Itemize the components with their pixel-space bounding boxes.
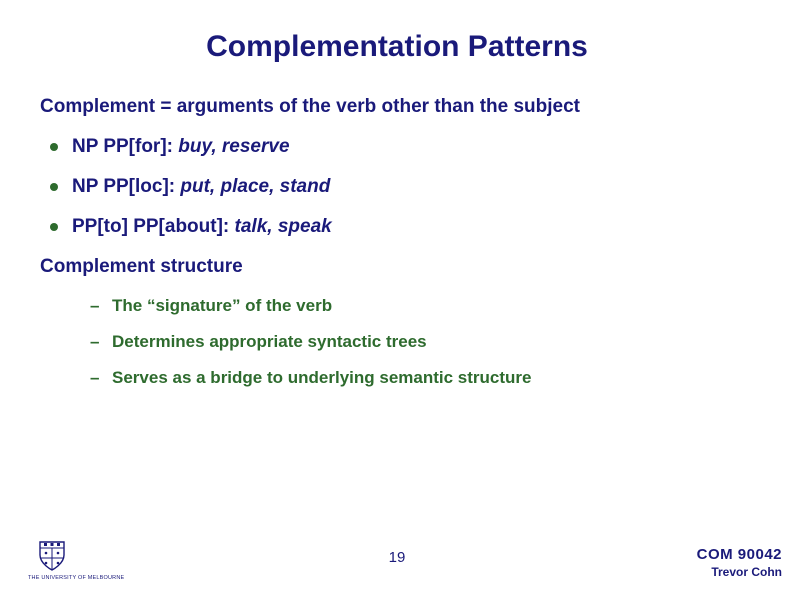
complement-structure-heading: Complement structure — [40, 256, 754, 278]
pattern-verbs: put, place, stand — [180, 176, 330, 197]
list-item: The “signature” of the verb — [88, 296, 754, 316]
university-logo: THE UNIVERSITY OF MELBOURNE — [28, 538, 76, 581]
pattern-prefix: NP PP[loc]: — [72, 176, 180, 197]
slide: Complementation Patterns Complement = ar… — [0, 0, 794, 595]
slide-footer: THE UNIVERSITY OF MELBOURNE 19 COM 90042… — [0, 531, 794, 581]
author-name: Trevor Cohn — [697, 565, 782, 579]
list-item: NP PP[loc]: put, place, stand — [46, 176, 754, 198]
pattern-prefix: PP[to] PP[about]: — [72, 216, 235, 237]
logo-caption: THE UNIVERSITY OF MELBOURNE — [28, 575, 76, 581]
list-item: Serves as a bridge to underlying semanti… — [88, 368, 754, 388]
footer-right: COM 90042 Trevor Cohn — [697, 546, 782, 579]
pattern-prefix: NP PP[for]: — [72, 136, 178, 157]
complement-definition-heading: Complement = arguments of the verb other… — [40, 96, 754, 118]
list-item: NP PP[for]: buy, reserve — [46, 136, 754, 158]
page-number: 19 — [389, 549, 406, 566]
pattern-verbs: talk, speak — [235, 216, 332, 237]
list-item: PP[to] PP[about]: talk, speak — [46, 216, 754, 238]
pattern-verbs: buy, reserve — [178, 136, 289, 157]
course-code: COM 90042 — [697, 546, 782, 563]
complement-patterns-list: NP PP[for]: buy, reserve NP PP[loc]: put… — [46, 136, 754, 238]
complement-structure-list: The “signature” of the verb Determines a… — [88, 296, 754, 388]
list-item: Determines appropriate syntactic trees — [88, 332, 754, 352]
slide-title: Complementation Patterns — [40, 30, 754, 64]
crest-icon — [34, 538, 70, 574]
